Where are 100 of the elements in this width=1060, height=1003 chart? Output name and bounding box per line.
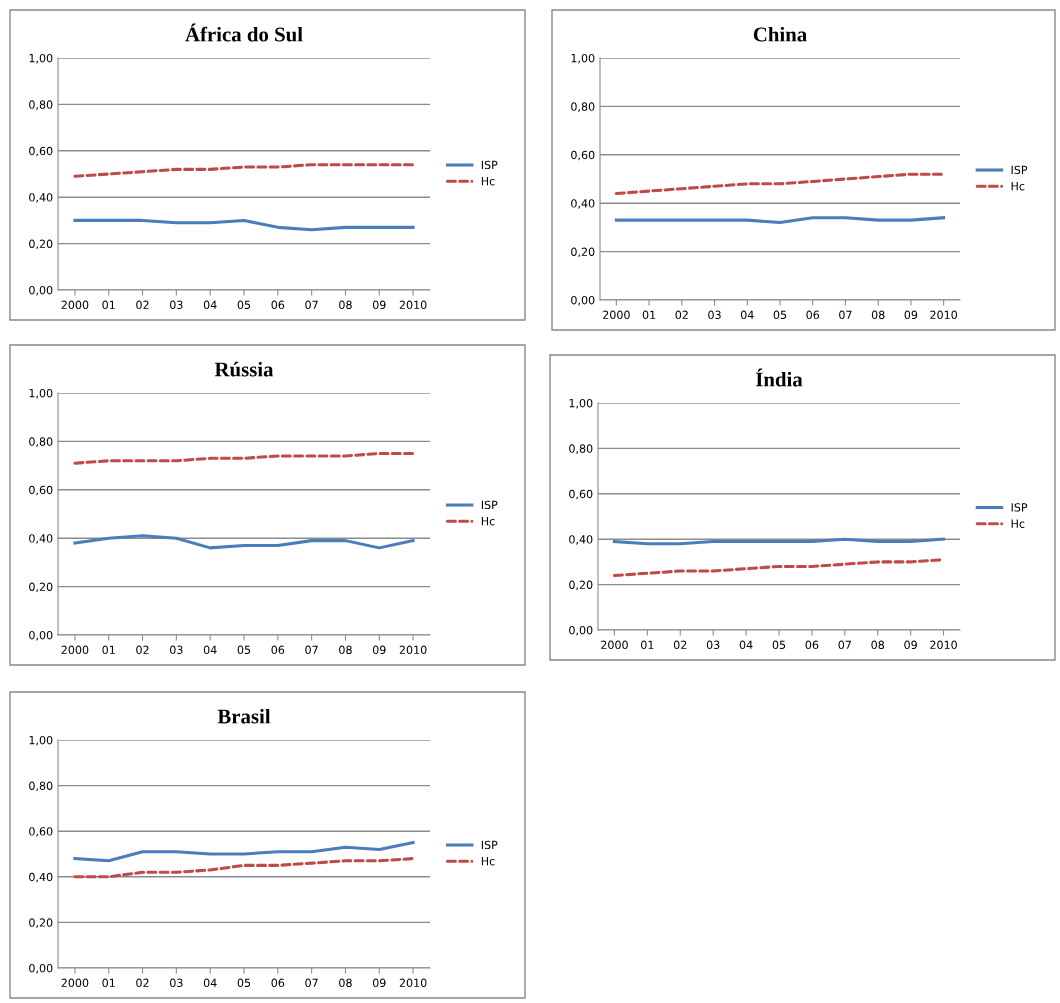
- legend-label: Hc: [481, 177, 495, 186]
- x-tick-label: 2000: [601, 640, 628, 650]
- y-tick-label: 0,40: [571, 199, 595, 209]
- x-tick-label: 05: [772, 640, 786, 650]
- chart-title: Rússia: [214, 361, 274, 377]
- x-tick-label: 07: [838, 640, 851, 650]
- y-tick-label: 0,60: [29, 827, 53, 837]
- y-tick-label: 0,20: [29, 582, 53, 593]
- y-tick-label: 1,00: [29, 388, 53, 399]
- x-tick-label: 06: [271, 978, 285, 988]
- y-tick-label: 0,20: [29, 918, 53, 928]
- x-tick-label: 01: [102, 978, 115, 988]
- x-tick-label: 2000: [61, 300, 89, 310]
- line-series: [73, 841, 415, 863]
- x-tick-label: 02: [136, 978, 149, 988]
- x-tick-label: 06: [806, 310, 820, 320]
- x-tick-label: 04: [203, 300, 217, 310]
- x-tick-label: 2000: [603, 310, 630, 320]
- chart-title: Índia: [755, 368, 803, 387]
- x-tick-label: 08: [339, 645, 352, 655]
- x-tick-label: 08: [871, 310, 885, 320]
- x-tick-label: 09: [372, 978, 386, 988]
- x-tick-label: 04: [740, 310, 754, 320]
- line-series: [73, 534, 415, 550]
- y-tick-label: 0,00: [29, 963, 53, 974]
- x-tick-label: 06: [805, 640, 819, 650]
- legend-label: ISP: [1011, 165, 1028, 175]
- y-tick-label: 0,60: [29, 146, 53, 157]
- legend-label: Hc: [481, 517, 495, 526]
- x-tick-label: 07: [305, 645, 318, 655]
- x-tick-label: 09: [372, 645, 386, 655]
- y-tick-label: 0,60: [571, 150, 595, 161]
- y-tick-label: 0,80: [569, 444, 593, 454]
- x-tick-label: 07: [839, 310, 852, 320]
- x-tick-label: 04: [739, 640, 753, 650]
- x-tick-label: 01: [102, 300, 115, 310]
- legend-label: Hc: [1011, 182, 1025, 191]
- y-tick-label: 0,00: [29, 285, 53, 296]
- line-series: [73, 857, 415, 879]
- x-tick-label: 02: [136, 645, 149, 655]
- y-tick-label: 0,60: [29, 485, 53, 496]
- x-tick-label: 01: [102, 645, 115, 655]
- y-tick-label: 0,40: [29, 534, 53, 544]
- y-tick-label: 0,60: [569, 489, 593, 500]
- x-tick-label: 08: [339, 978, 352, 988]
- y-tick-label: 1,00: [569, 398, 593, 409]
- line-series: [73, 218, 415, 232]
- y-tick-label: 0,00: [29, 630, 53, 641]
- x-tick-label: 07: [305, 300, 318, 310]
- x-tick-label: 2010: [930, 310, 958, 320]
- y-tick-label: 0,40: [569, 535, 593, 545]
- x-tick-label: 05: [237, 645, 251, 655]
- legend-label: ISP: [1011, 503, 1028, 512]
- x-tick-label: 01: [642, 310, 656, 320]
- x-tick-label: 2000: [61, 645, 89, 655]
- y-tick-label: 0,00: [569, 625, 593, 636]
- x-tick-label: 04: [203, 645, 217, 655]
- legend-label: ISP: [481, 500, 498, 510]
- x-tick-label: 03: [706, 640, 720, 650]
- x-tick-label: 06: [271, 300, 285, 310]
- x-tick-label: 03: [708, 310, 721, 320]
- x-tick-label: 2010: [399, 300, 427, 310]
- y-tick-label: 1,00: [29, 735, 53, 746]
- x-tick-label: 2010: [399, 978, 427, 988]
- x-tick-label: 06: [271, 645, 285, 655]
- line-series: [614, 172, 946, 196]
- y-tick-label: 1,00: [29, 53, 53, 64]
- x-tick-label: 02: [136, 300, 149, 310]
- y-tick-label: 0,80: [29, 100, 53, 110]
- x-tick-label: 02: [673, 640, 687, 650]
- chart-title: África do Sul: [185, 23, 303, 42]
- y-tick-label: 0,20: [571, 247, 595, 258]
- legend-label: ISP: [481, 160, 498, 170]
- x-tick-label: 2010: [399, 645, 427, 655]
- y-tick-label: 1,00: [571, 53, 595, 64]
- x-tick-label: 05: [237, 978, 251, 988]
- x-tick-label: 2010: [930, 640, 957, 650]
- line-series: [73, 163, 415, 178]
- x-tick-label: 08: [871, 640, 885, 650]
- legend-label: Hc: [481, 857, 495, 866]
- y-tick-label: 0,80: [29, 781, 53, 792]
- x-tick-label: 03: [170, 300, 183, 310]
- x-tick-label: 03: [170, 645, 183, 655]
- x-tick-label: 09: [904, 310, 918, 320]
- y-tick-label: 0,80: [29, 437, 53, 447]
- x-tick-label: 08: [339, 300, 352, 310]
- y-tick-label: 0,20: [569, 580, 593, 591]
- x-tick-label: 09: [904, 640, 917, 650]
- x-tick-label: 01: [641, 640, 654, 650]
- x-tick-label: 04: [203, 978, 217, 988]
- x-tick-label: 07: [305, 978, 318, 988]
- line-series: [73, 451, 415, 465]
- x-tick-label: 05: [237, 300, 251, 310]
- x-tick-label: 02: [675, 310, 688, 320]
- chart-title: Brasil: [217, 708, 271, 724]
- x-tick-label: 2000: [61, 978, 89, 988]
- legend-label: Hc: [1011, 519, 1025, 528]
- x-tick-label: 03: [170, 978, 183, 988]
- y-tick-label: 0,40: [29, 193, 53, 203]
- y-tick-label: 0,00: [571, 295, 595, 306]
